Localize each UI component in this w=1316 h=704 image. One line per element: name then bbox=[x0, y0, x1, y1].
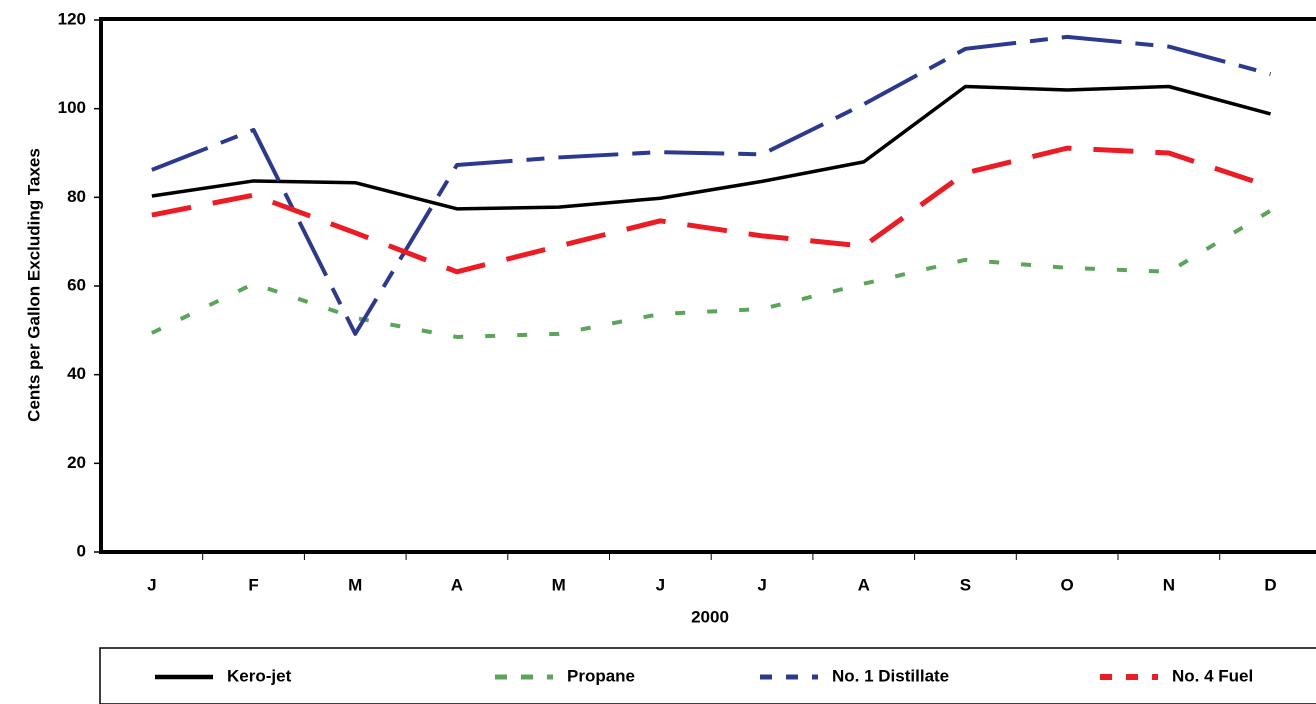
y-tick-label: 0 bbox=[77, 541, 86, 560]
x-tick-label: D bbox=[1264, 575, 1276, 594]
x-tick-label: J bbox=[656, 575, 665, 594]
x-tick-label: J bbox=[757, 575, 766, 594]
legend-label: No. 4 Fuel bbox=[1172, 666, 1253, 685]
series-line bbox=[151, 84, 1272, 211]
plot-frame bbox=[99, 17, 1316, 554]
x-tick-label: S bbox=[960, 575, 971, 594]
x-tick-label: A bbox=[451, 575, 463, 594]
y-tick-label: 120 bbox=[58, 9, 86, 28]
y-tick-label: 80 bbox=[67, 187, 86, 206]
x-tick-label: M bbox=[552, 575, 566, 594]
x-tick-label: A bbox=[858, 575, 870, 594]
legend-label: No. 1 Distillate bbox=[832, 666, 949, 685]
x-axis-title: 2000 bbox=[691, 607, 729, 626]
series-line bbox=[151, 145, 1272, 275]
x-tick-label: O bbox=[1061, 575, 1074, 594]
x-tick-label: N bbox=[1163, 575, 1175, 594]
y-tick-label: 40 bbox=[67, 364, 86, 383]
y-axis-title: Cents per Gallon Excluding Taxes bbox=[24, 148, 43, 422]
series-line bbox=[150, 208, 1272, 339]
series-line bbox=[151, 34, 1272, 336]
y-tick-label: 60 bbox=[67, 275, 86, 294]
y-tick-label: 100 bbox=[58, 98, 86, 117]
x-tick-label: J bbox=[147, 575, 156, 594]
x-tick-label: F bbox=[248, 575, 258, 594]
legend-box bbox=[99, 647, 1316, 704]
y-tick-label: 20 bbox=[67, 453, 86, 472]
x-tick-label: M bbox=[348, 575, 362, 594]
legend-label: Propane bbox=[567, 666, 635, 685]
legend-label: Kero-jet bbox=[227, 666, 292, 685]
